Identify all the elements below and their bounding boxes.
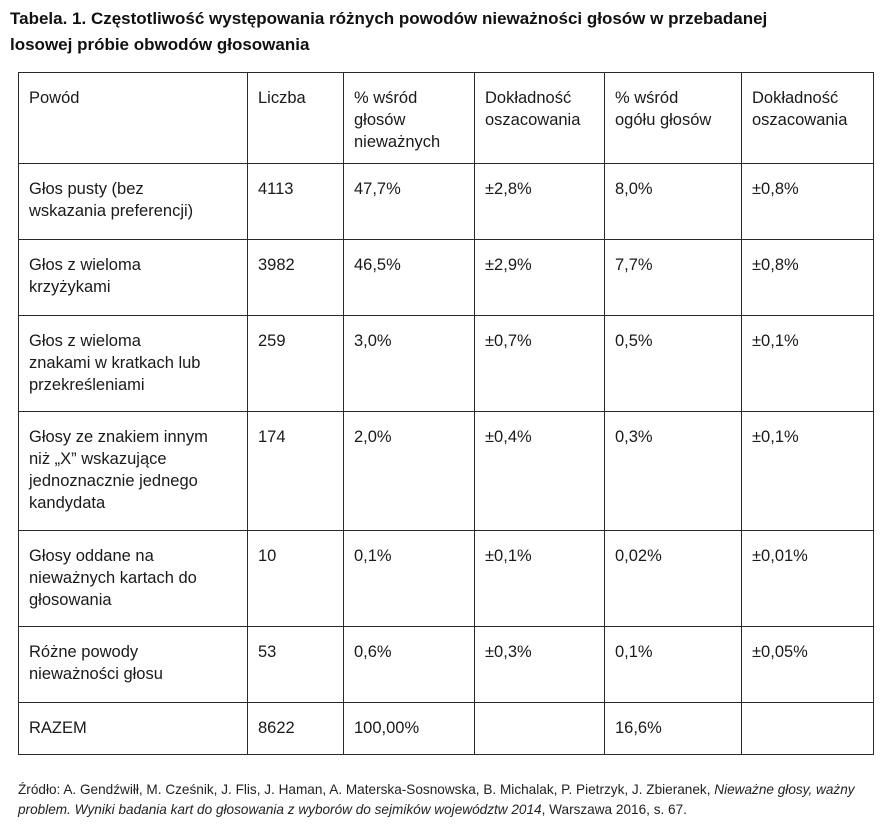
cell-pct-all: 0,3% [604,411,742,531]
cell-count: 8622 [247,702,344,755]
cell-reason: Głos z wieloma znakami w kratkach lub pr… [18,315,248,412]
table-row: Głos pusty (bez wskazania preferencji) 4… [18,163,874,240]
source-suffix: , Warszawa 2016, s. 67. [541,802,687,817]
header-accuracy-invalid: Dokładność oszacowania [474,72,605,164]
cell-pct-invalid: 0,6% [343,626,475,703]
cell-pct-invalid: 46,5% [343,239,475,316]
cell-pct-all: 7,7% [604,239,742,316]
cell-accuracy-all: ±0,1% [741,315,874,412]
cell-reason: Głosy oddane na nieważnych kartach do gł… [18,530,248,627]
cell-reason: Głos z wieloma krzyżykami [18,239,248,316]
cell-reason: Różne powody nieważności głosu [18,626,248,703]
cell-pct-invalid: 3,0% [343,315,475,412]
table-row: Głosy ze znakiem innym niż „X” wskazując… [18,411,874,531]
table-row: Głos z wieloma znakami w kratkach lub pr… [18,315,874,412]
cell-accuracy-all: ±0,1% [741,411,874,531]
header-pct-all: % wśród ogółu głosów [604,72,742,164]
cell-accuracy-invalid: ±0,4% [474,411,605,531]
cell-accuracy-invalid [474,702,605,755]
cell-reason: Głos pusty (bez wskazania preferencji) [18,163,248,240]
header-count: Liczba [247,72,344,164]
cell-pct-invalid: 47,7% [343,163,475,240]
cell-accuracy-all [741,702,874,755]
cell-pct-all: 0,02% [604,530,742,627]
source-title: Nieważne głosy, ważny problem. Wyniki ba… [18,782,855,817]
cell-accuracy-all: ±0,8% [741,163,874,240]
cell-accuracy-invalid: ±0,1% [474,530,605,627]
cell-accuracy-all: ±0,8% [741,239,874,316]
cell-count: 3982 [247,239,344,316]
cell-reason: Głosy ze znakiem innym niż „X” wskazując… [18,411,248,531]
cell-count: 53 [247,626,344,703]
cell-pct-all: 8,0% [604,163,742,240]
table-header-row: Powód Liczba % wśród głosów nieważnych D… [18,72,874,164]
cell-accuracy-invalid: ±2,9% [474,239,605,316]
table-title: Tabela. 1. Częstotliwość występowania ró… [10,9,768,54]
cell-count: 259 [247,315,344,412]
header-accuracy-all: Dokładność oszacowania [741,72,874,164]
cell-pct-invalid: 0,1% [343,530,475,627]
table-row: Głosy oddane na nieważnych kartach do gł… [18,530,874,627]
cell-pct-invalid: 100,00% [343,702,475,755]
cell-accuracy-invalid: ±0,7% [474,315,605,412]
cell-accuracy-all: ±0,05% [741,626,874,703]
cell-accuracy-all: ±0,01% [741,530,874,627]
cell-count: 4113 [247,163,344,240]
source-prefix: Źródło: A. Gendźwiłł, M. Cześnik, J. Fli… [18,782,715,797]
cell-pct-all: 0,5% [604,315,742,412]
cell-accuracy-invalid: ±2,8% [474,163,605,240]
source-note: Źródło: A. Gendźwiłł, M. Cześnik, J. Fli… [18,780,878,820]
cell-count: 174 [247,411,344,531]
table-row: Różne powody nieważności głosu 53 0,6% ±… [18,626,874,703]
cell-pct-all: 16,6% [604,702,742,755]
cell-accuracy-invalid: ±0,3% [474,626,605,703]
header-pct-invalid: % wśród głosów nieważnych [343,72,475,164]
table-total-row: RAZEM 8622 100,00% 16,6% [18,702,874,755]
invalid-votes-table: Powód Liczba % wśród głosów nieważnych D… [18,72,874,755]
cell-count: 10 [247,530,344,627]
cell-reason: RAZEM [18,702,248,755]
cell-pct-invalid: 2,0% [343,411,475,531]
header-reason: Powód [18,72,248,164]
table-row: Głos z wieloma krzyżykami 3982 46,5% ±2,… [18,239,874,316]
cell-pct-all: 0,1% [604,626,742,703]
